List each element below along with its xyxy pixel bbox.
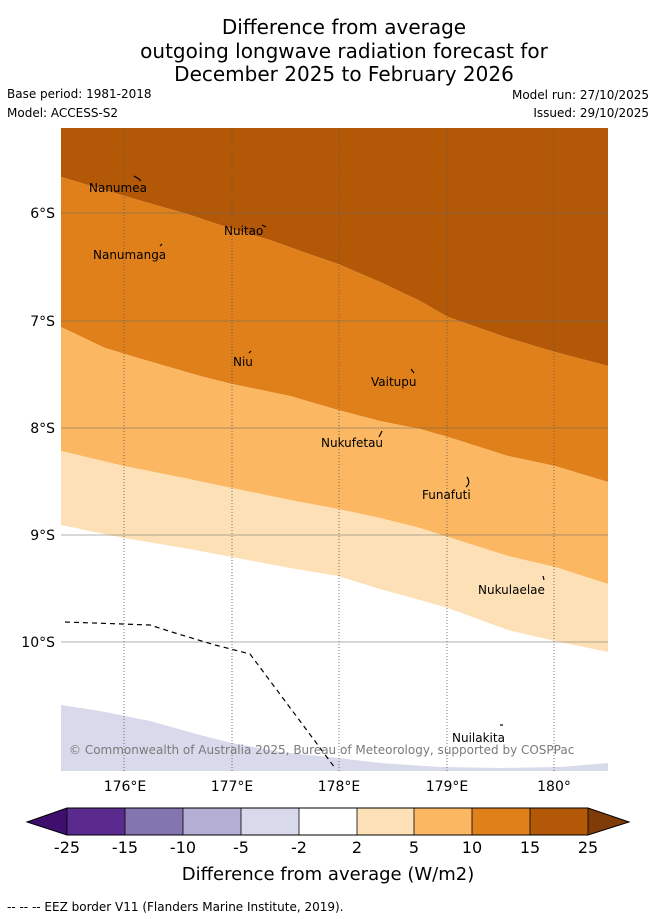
island-label-nanumanga: Nanumanga xyxy=(93,248,166,262)
base-period: Base period: 1981-2018 xyxy=(7,87,152,101)
island-mark-nukulaelae xyxy=(542,575,545,581)
title-line-2: outgoing longwave radiation forecast for xyxy=(140,38,548,63)
colorbar-segment-4 xyxy=(241,808,299,835)
island-label-nanumea: Nanumea xyxy=(89,181,147,195)
map-area: Nanumea Nuitao Nanumanga Niu Vaitupu Nuk… xyxy=(61,128,608,771)
lon-label-176e: 176°E xyxy=(104,779,147,795)
lon-label-177e: 177°E xyxy=(211,779,254,795)
colorbar-segment-9 xyxy=(530,808,588,835)
colorbar-tick-labels: -25 -15 -10 -5 -2 2 5 10 15 25 xyxy=(54,838,598,857)
latitude-tick-labels: 6°S 7°S 8°S 9°S 10°S xyxy=(21,206,55,651)
longitude-gridlines xyxy=(123,128,555,771)
island-label-nuitao: Nuitao xyxy=(224,224,263,238)
island-mark-nanumanga xyxy=(159,243,163,247)
island-label-nuilakita: Nuilakita xyxy=(452,731,505,745)
copyright-notice: © Commonwealth of Australia 2025, Bureau… xyxy=(69,743,574,757)
cb-tick-minus5: -5 xyxy=(233,838,249,857)
lat-label-10s: 10°S xyxy=(21,635,55,651)
island-label-niu: Niu xyxy=(233,355,253,369)
title-line-3: December 2025 to February 2026 xyxy=(174,62,514,86)
colorbar-segment-7 xyxy=(414,808,472,835)
lon-label-180: 180° xyxy=(537,779,571,795)
colorbar-segment-6 xyxy=(357,808,414,835)
eez-legend: -- -- -- EEZ border V11 (Flanders Marine… xyxy=(7,900,344,914)
band-2-5 xyxy=(61,451,608,652)
cb-tick-5: 5 xyxy=(409,838,419,857)
colorbar-label: Difference from average (W/m2) xyxy=(182,864,474,885)
island-mark-nuitao xyxy=(261,224,267,228)
island-label-nukulaelae: Nukulaelae xyxy=(478,583,545,597)
issued-date: Issued: 29/10/2025 xyxy=(533,106,649,120)
lat-label-6s: 6°S xyxy=(30,206,55,222)
band-15-25 xyxy=(61,128,608,366)
cb-tick-15: 15 xyxy=(520,838,540,857)
band-5-10 xyxy=(61,327,608,584)
lat-label-8s: 8°S xyxy=(30,421,55,437)
colorbar-segment-8 xyxy=(472,808,530,835)
island-label-nukufetau: Nukufetau xyxy=(321,436,383,450)
island-mark-nukufetau xyxy=(378,430,383,438)
colorbar-segment-1 xyxy=(67,808,125,835)
model-name: Model: ACCESS-S2 xyxy=(7,106,119,120)
colorbar-min-extension xyxy=(27,808,67,835)
cb-tick-minus10: -10 xyxy=(170,838,196,857)
band-10-15 xyxy=(61,177,608,482)
island-labels: Nanumea Nuitao Nanumanga Niu Vaitupu Nuk… xyxy=(89,181,545,745)
model-run: Model run: 27/10/2025 xyxy=(511,88,649,102)
island-mark-vaitupu xyxy=(410,368,415,374)
cb-tick-10: 10 xyxy=(462,838,482,857)
cb-tick-minus2: -2 xyxy=(291,838,307,857)
title-line-1: Difference from average xyxy=(221,15,467,39)
cb-tick-25: 25 xyxy=(578,838,598,857)
lon-label-179e: 179°E xyxy=(426,779,469,795)
island-marks xyxy=(133,175,545,726)
island-mark-nanumea xyxy=(133,175,142,182)
colorbar: -25 -15 -10 -5 -2 2 5 10 15 25 Differenc… xyxy=(25,807,631,885)
latitude-gridlines xyxy=(61,212,608,643)
colorbar-segment-5 xyxy=(299,808,357,835)
cb-tick-2: 2 xyxy=(352,838,362,857)
colorbar-dividers xyxy=(66,808,589,835)
map-title: Difference from average outgoing longwav… xyxy=(0,15,655,87)
band-minus2-minus5 xyxy=(61,705,608,771)
lon-label-178e: 178°E xyxy=(318,779,361,795)
lat-label-7s: 7°S xyxy=(30,314,55,330)
cb-tick-minus15: -15 xyxy=(112,838,138,857)
cb-tick-minus25: -25 xyxy=(54,838,80,857)
lat-label-9s: 9°S xyxy=(30,528,55,544)
colorbar-segment-3 xyxy=(183,808,241,835)
colorbar-segment-2 xyxy=(125,808,183,835)
colorbar-max-extension xyxy=(588,808,629,835)
island-mark-funafuti xyxy=(465,476,470,488)
island-mark-niu xyxy=(248,350,252,354)
longitude-tick-labels: 176°E 177°E 178°E 179°E 180° xyxy=(104,779,571,795)
island-label-funafuti: Funafuti xyxy=(422,488,471,502)
island-label-vaitupu: Vaitupu xyxy=(371,375,417,389)
